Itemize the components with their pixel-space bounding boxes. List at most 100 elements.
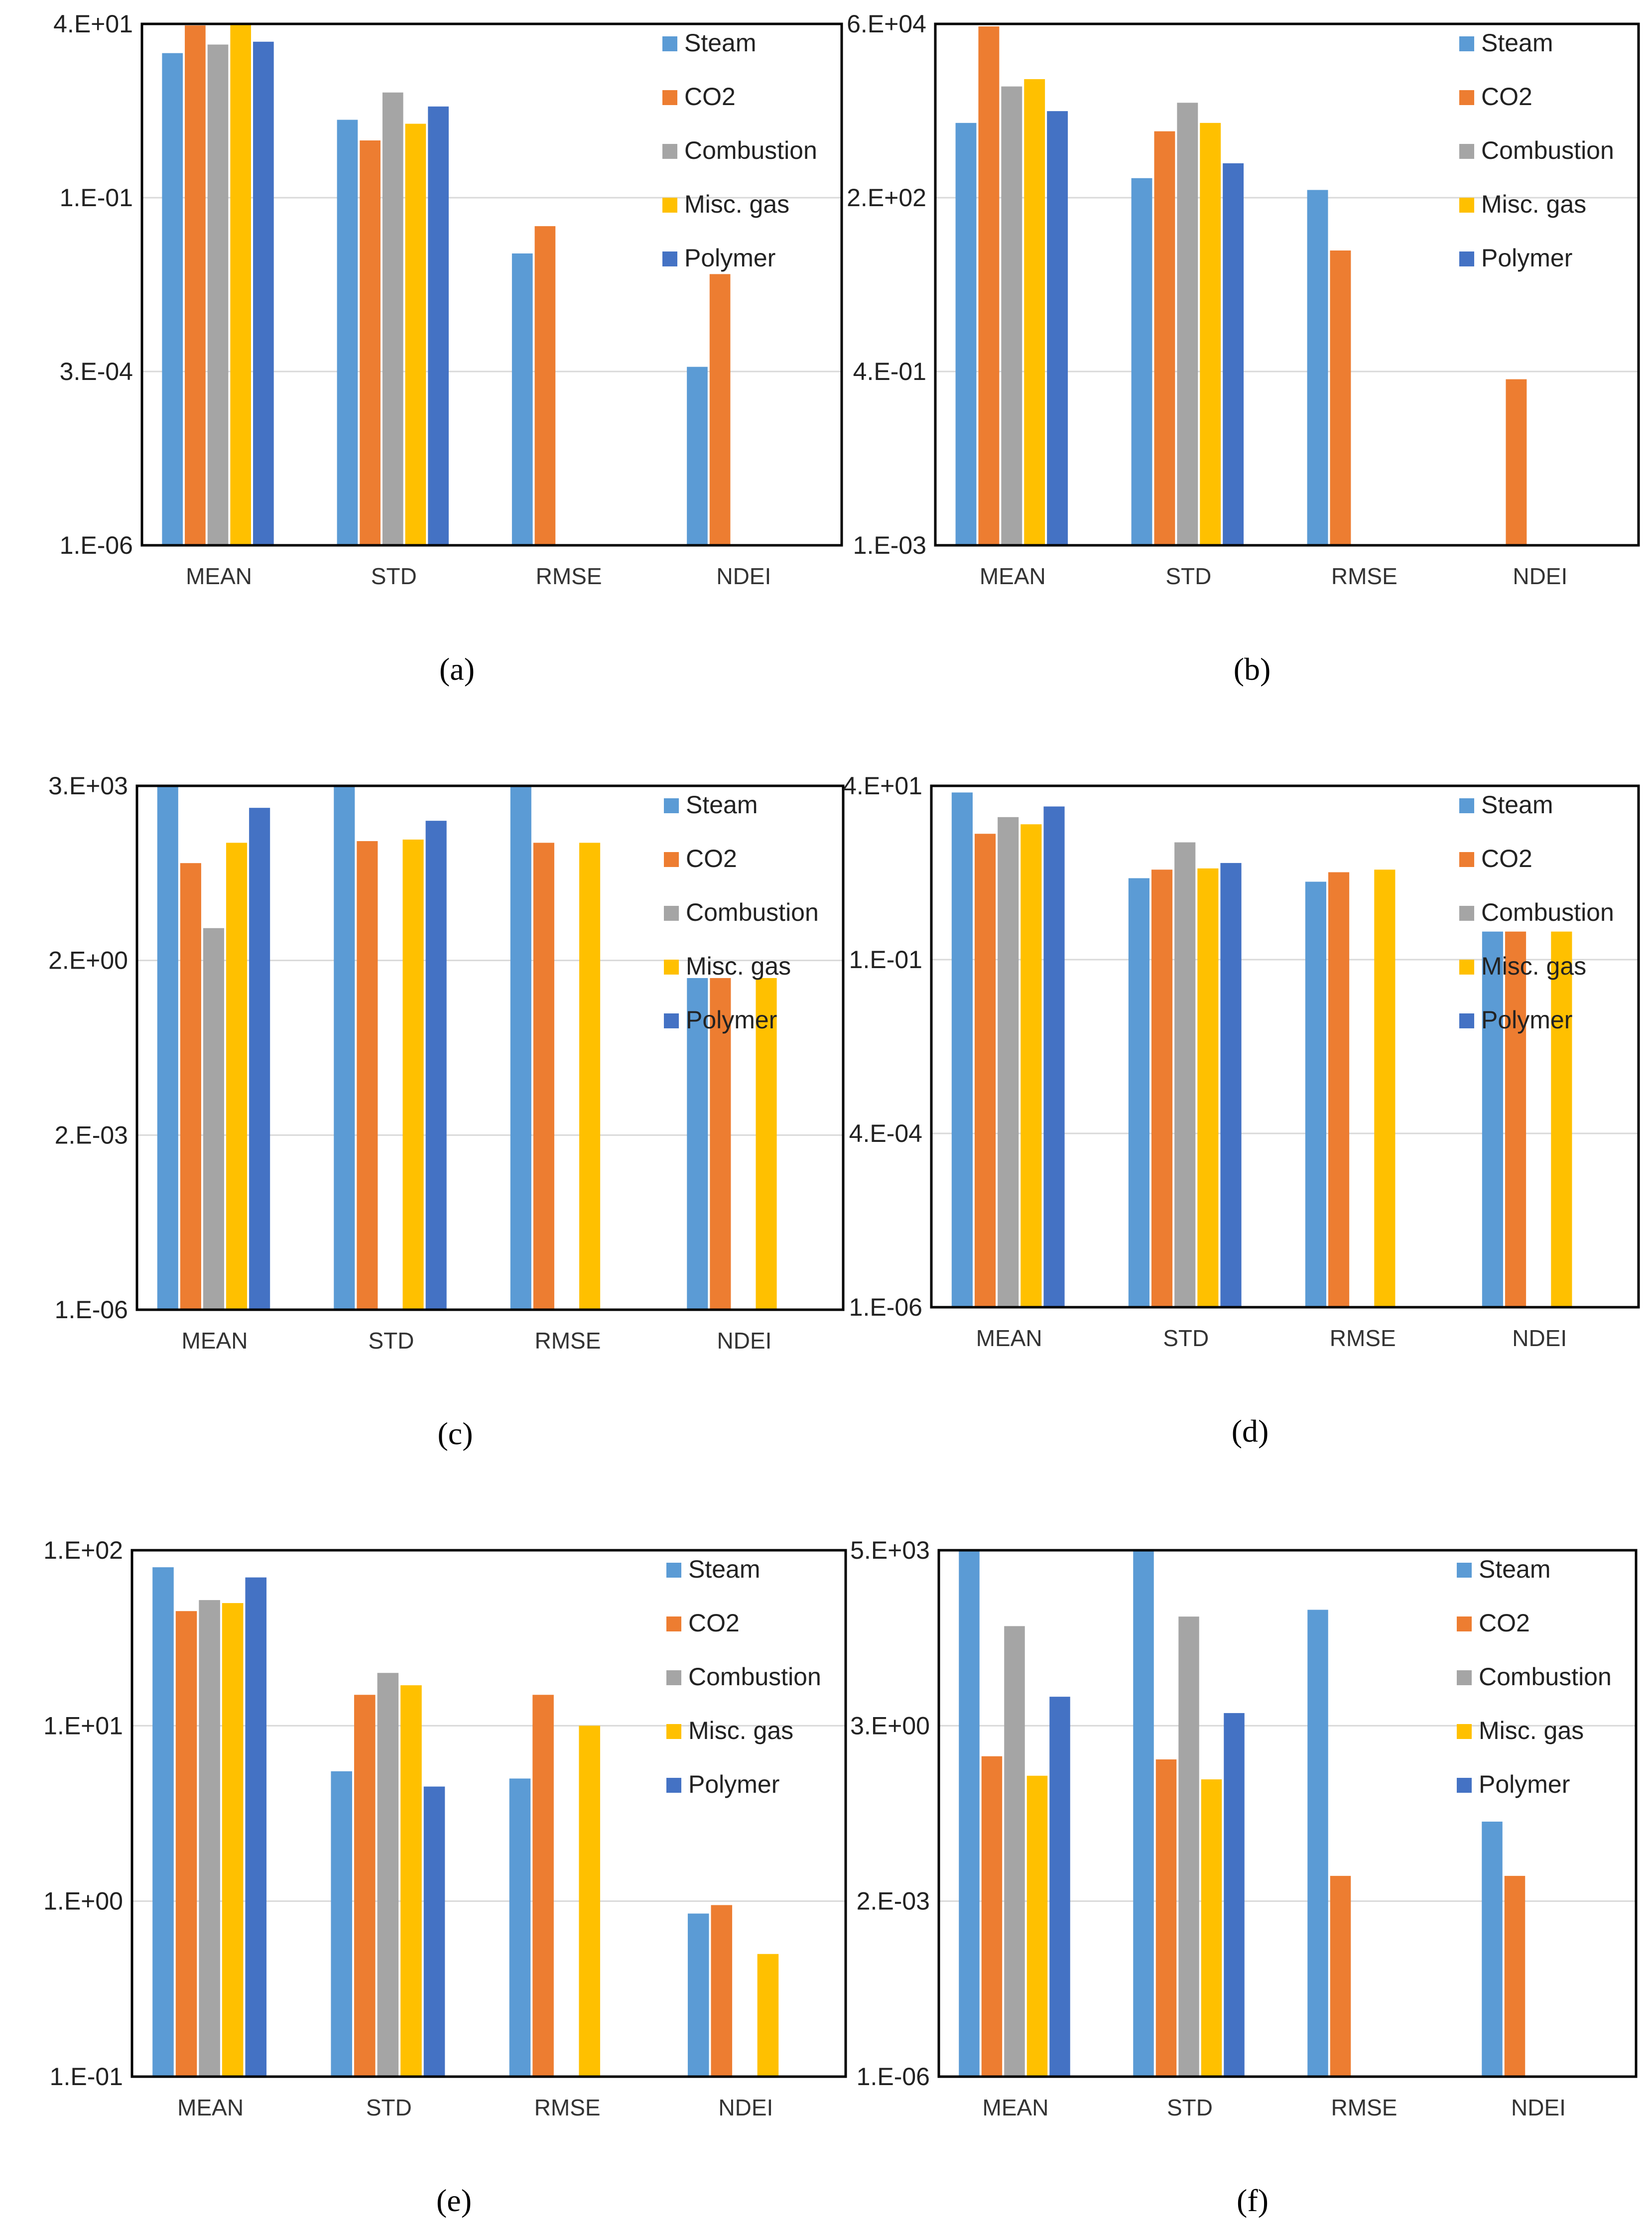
bar-co2 bbox=[1505, 931, 1526, 1307]
y-tick-label: 1.E-06 bbox=[60, 531, 133, 559]
bar-co2 bbox=[1154, 131, 1175, 546]
bar-misc-gas bbox=[230, 24, 252, 545]
legend-label: CO2 bbox=[1479, 1609, 1530, 1637]
bar-steam bbox=[1482, 931, 1503, 1307]
y-tick-label: 5.E+03 bbox=[850, 1536, 930, 1564]
y-tick-label: 1.E-01 bbox=[50, 2063, 123, 2091]
bar-steam bbox=[509, 1778, 531, 2077]
bar-co2 bbox=[534, 226, 556, 545]
bar-combustion bbox=[199, 1600, 220, 2077]
plot-frame bbox=[930, 784, 1640, 1309]
legend-swatch bbox=[1457, 1670, 1472, 1685]
bar-combustion bbox=[1001, 86, 1022, 546]
legend-label: Combustion bbox=[1481, 898, 1614, 926]
legend-swatch bbox=[666, 1616, 681, 1631]
bar-co2 bbox=[1328, 872, 1350, 1307]
legend-label: Polymer bbox=[684, 244, 775, 272]
legend-swatch bbox=[1459, 251, 1474, 266]
legend-label: Combustion bbox=[1479, 1663, 1612, 1691]
bar-misc-gas bbox=[757, 1954, 779, 2077]
bar-combustion bbox=[1178, 1616, 1199, 2077]
legend-label: Combustion bbox=[688, 1663, 821, 1691]
legend-swatch bbox=[664, 906, 679, 921]
legend-label: Polymer bbox=[1481, 1006, 1572, 1034]
bar-polymer bbox=[1223, 163, 1244, 546]
panel-caption: (a) bbox=[439, 651, 475, 687]
bar-polymer bbox=[245, 1577, 267, 2077]
x-tick-label: NDEI bbox=[717, 1328, 772, 1354]
bar-co2 bbox=[533, 843, 554, 1310]
bar-steam bbox=[511, 253, 533, 545]
bar-steam bbox=[687, 367, 708, 545]
legend-label: Misc. gas bbox=[1479, 1717, 1584, 1744]
bar-misc-gas bbox=[402, 839, 424, 1310]
bar-misc-gas bbox=[756, 978, 777, 1310]
legend-swatch bbox=[662, 36, 677, 51]
x-tick-label: MEAN bbox=[182, 1328, 248, 1354]
legend-label: Misc. gas bbox=[1481, 952, 1586, 980]
bar-combustion bbox=[1177, 103, 1198, 545]
y-tick-label: 2.E+02 bbox=[847, 184, 926, 212]
legend-swatch bbox=[664, 960, 679, 975]
legend-swatch bbox=[664, 1013, 679, 1028]
legend-label: Steam bbox=[684, 29, 757, 57]
legend-swatch bbox=[666, 1670, 681, 1685]
y-tick-label: 1.E+00 bbox=[43, 1887, 123, 1915]
bar-steam bbox=[162, 53, 183, 546]
x-tick-label: RMSE bbox=[536, 563, 602, 589]
panel-caption: (d) bbox=[1232, 1413, 1269, 1449]
legend-swatch bbox=[662, 144, 677, 159]
y-tick-label: 1.E+02 bbox=[43, 1536, 123, 1564]
bar-co2 bbox=[532, 1695, 554, 2077]
plot-frame bbox=[934, 22, 1640, 547]
x-tick-label: STD bbox=[1163, 1325, 1209, 1351]
bar-co2 bbox=[710, 978, 731, 1310]
bar-steam bbox=[331, 1771, 353, 2077]
x-tick-label: NDEI bbox=[716, 563, 771, 589]
bar-polymer bbox=[249, 808, 270, 1310]
bar-misc-gas bbox=[579, 843, 601, 1310]
y-tick-label: 1.E-06 bbox=[849, 1293, 922, 1321]
bar-co2 bbox=[1504, 1875, 1525, 2077]
bar-steam bbox=[955, 123, 977, 545]
y-tick-label: 4.E-04 bbox=[849, 1119, 922, 1147]
legend-label: Combustion bbox=[684, 136, 817, 164]
x-tick-label: MEAN bbox=[186, 563, 252, 589]
bar-co2 bbox=[1506, 379, 1527, 545]
bar-co2 bbox=[1330, 1875, 1351, 2077]
bar-co2 bbox=[357, 841, 378, 1310]
legend-label: CO2 bbox=[686, 845, 737, 872]
legend-swatch bbox=[666, 1778, 681, 1793]
legend-swatch bbox=[666, 1563, 681, 1578]
bar-steam bbox=[1482, 1821, 1503, 2077]
y-tick-label: 4.E-01 bbox=[853, 358, 926, 385]
bar-combustion bbox=[377, 1673, 399, 2077]
y-tick-label: 2.E+00 bbox=[48, 947, 128, 975]
bar-polymer bbox=[1224, 1713, 1245, 2077]
legend-swatch bbox=[1459, 144, 1474, 159]
x-tick-label: NDEI bbox=[1512, 1325, 1567, 1351]
bar-co2 bbox=[1330, 250, 1351, 545]
y-tick-label: 4.E+01 bbox=[843, 772, 922, 800]
chart-1: 4.E+01 1.E-01 3.E-04 1.E-06 MEAN STD RMSE NDEI S… bbox=[53, 10, 843, 687]
bar-co2 bbox=[175, 1611, 197, 2077]
bar-polymer bbox=[1220, 863, 1242, 1307]
legend-swatch bbox=[1459, 36, 1474, 51]
legend-label: Combustion bbox=[1481, 136, 1614, 164]
bar-steam bbox=[334, 786, 355, 1310]
bar-steam bbox=[337, 120, 358, 545]
legend-swatch bbox=[1459, 852, 1474, 867]
y-tick-label: 6.E+04 bbox=[847, 10, 926, 38]
bar-steam bbox=[157, 786, 178, 1310]
bar-steam bbox=[1133, 1550, 1154, 2077]
bar-misc-gas bbox=[1026, 1775, 1048, 2077]
bar-polymer bbox=[425, 821, 447, 1310]
x-tick-label: NDEI bbox=[1513, 563, 1567, 589]
legend-swatch bbox=[1457, 1563, 1472, 1578]
legend-swatch bbox=[664, 798, 679, 813]
bar-misc-gas bbox=[400, 1685, 422, 2077]
x-tick-label: MEAN bbox=[980, 563, 1046, 589]
bar-steam bbox=[510, 786, 531, 1310]
bar-co2 bbox=[981, 1756, 1003, 2077]
